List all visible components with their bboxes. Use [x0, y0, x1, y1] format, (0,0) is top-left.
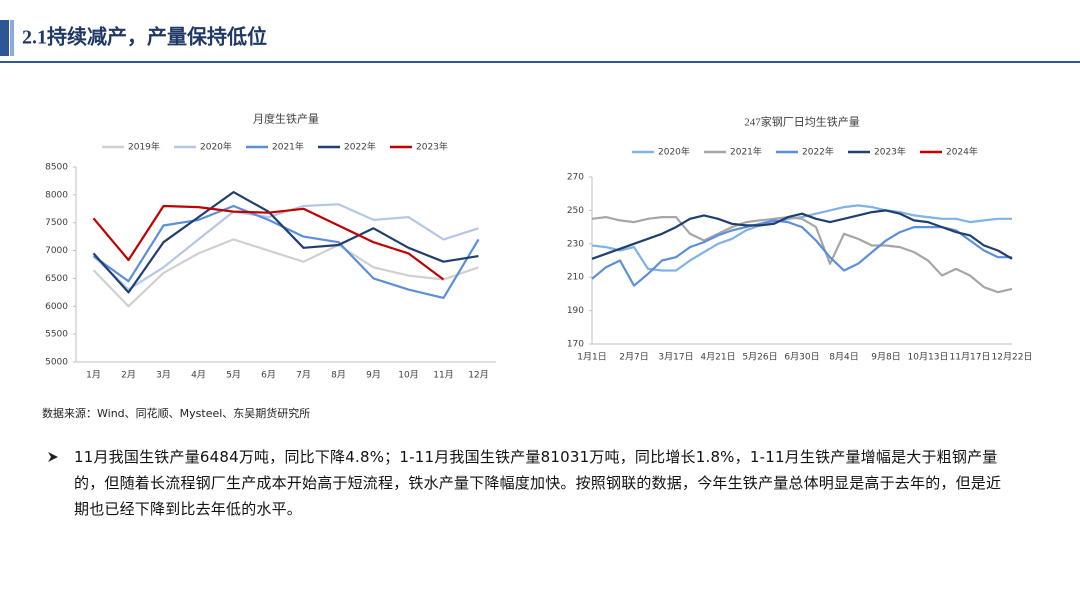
- x-tick-label: 10月13日: [908, 352, 949, 363]
- x-tick-label: 6月: [261, 370, 276, 381]
- y-tick-label: 7000: [45, 246, 68, 256]
- legend-label: 2019年: [128, 141, 160, 153]
- y-tick-label: 250: [567, 206, 584, 216]
- legend-label: 2022年: [344, 141, 376, 153]
- chart-title: 247家钢厂日均生铁产量: [744, 115, 860, 129]
- x-tick-label: 5月26日: [742, 352, 777, 363]
- x-tick-label: 11月: [433, 370, 453, 381]
- legend-label: 2023年: [416, 141, 448, 153]
- legend-label: 2020年: [658, 146, 690, 158]
- x-tick-label: 2月: [121, 370, 136, 381]
- header-title: 2.1持续减产，产量保持低位: [22, 25, 267, 49]
- bullet-icon: [48, 452, 58, 462]
- header-bar: [0, 20, 9, 56]
- x-tick-label: 9月8日: [871, 352, 900, 363]
- chart-title: 月度生铁产量: [253, 112, 319, 126]
- x-tick-label: 8月: [331, 370, 346, 381]
- y-tick-label: 6000: [45, 302, 68, 312]
- x-tick-label: 1月: [86, 370, 101, 381]
- y-tick-label: 210: [567, 273, 584, 283]
- y-tick-label: 8000: [45, 190, 68, 200]
- series-line: [591, 216, 1013, 294]
- y-tick-label: 8500: [45, 163, 68, 173]
- y-tick-label: 5500: [45, 330, 68, 340]
- y-tick-label: 5000: [45, 358, 68, 368]
- x-tick-label: 3月17日: [658, 352, 693, 363]
- series-line: [591, 209, 1013, 260]
- y-tick-label: 6500: [45, 274, 68, 284]
- x-tick-label: 11月17日: [950, 352, 991, 363]
- legend-label: 2022年: [802, 146, 834, 158]
- legend-label: 2023年: [874, 146, 906, 158]
- y-tick-label: 230: [567, 239, 584, 249]
- series-line: [591, 204, 1012, 272]
- x-tick-label: 2月7日: [619, 352, 648, 363]
- x-tick-label: 9月: [366, 370, 381, 381]
- series-line: [92, 238, 479, 308]
- x-tick-label: 8月4日: [829, 352, 858, 363]
- legend-label: 2020年: [200, 141, 232, 153]
- x-tick-label: 1月1日: [577, 352, 606, 363]
- x-tick-label: 12月22日: [992, 352, 1033, 363]
- y-tick-label: 170: [567, 340, 584, 350]
- y-tick-label: 7500: [45, 218, 68, 228]
- y-tick-label: 270: [567, 173, 584, 183]
- series-line: [92, 204, 445, 281]
- x-tick-label: 10月: [398, 370, 418, 381]
- legend-label: 2024年: [946, 146, 978, 158]
- legend-label: 2021年: [272, 141, 304, 153]
- x-tick-label: 12月: [468, 370, 488, 381]
- x-tick-label: 7月: [296, 370, 311, 381]
- x-tick-label: 6月30日: [784, 352, 819, 363]
- y-tick-label: 190: [567, 306, 584, 316]
- x-tick-label: 4月: [191, 370, 206, 381]
- bullet-text: 11月我国生铁产量6484万吨，同比下降4.8%；1-11月我国生铁产量8103…: [74, 448, 1002, 518]
- series-line: [92, 191, 479, 294]
- x-tick-label: 5月: [226, 370, 241, 381]
- x-tick-label: 3月: [156, 370, 171, 381]
- source-note: 数据来源：Wind、同花顺、Mysteel、东吴期货研究所: [42, 406, 310, 420]
- x-tick-label: 4月21日: [700, 352, 735, 363]
- header-bar: [10, 20, 14, 56]
- legend-label: 2021年: [730, 146, 762, 158]
